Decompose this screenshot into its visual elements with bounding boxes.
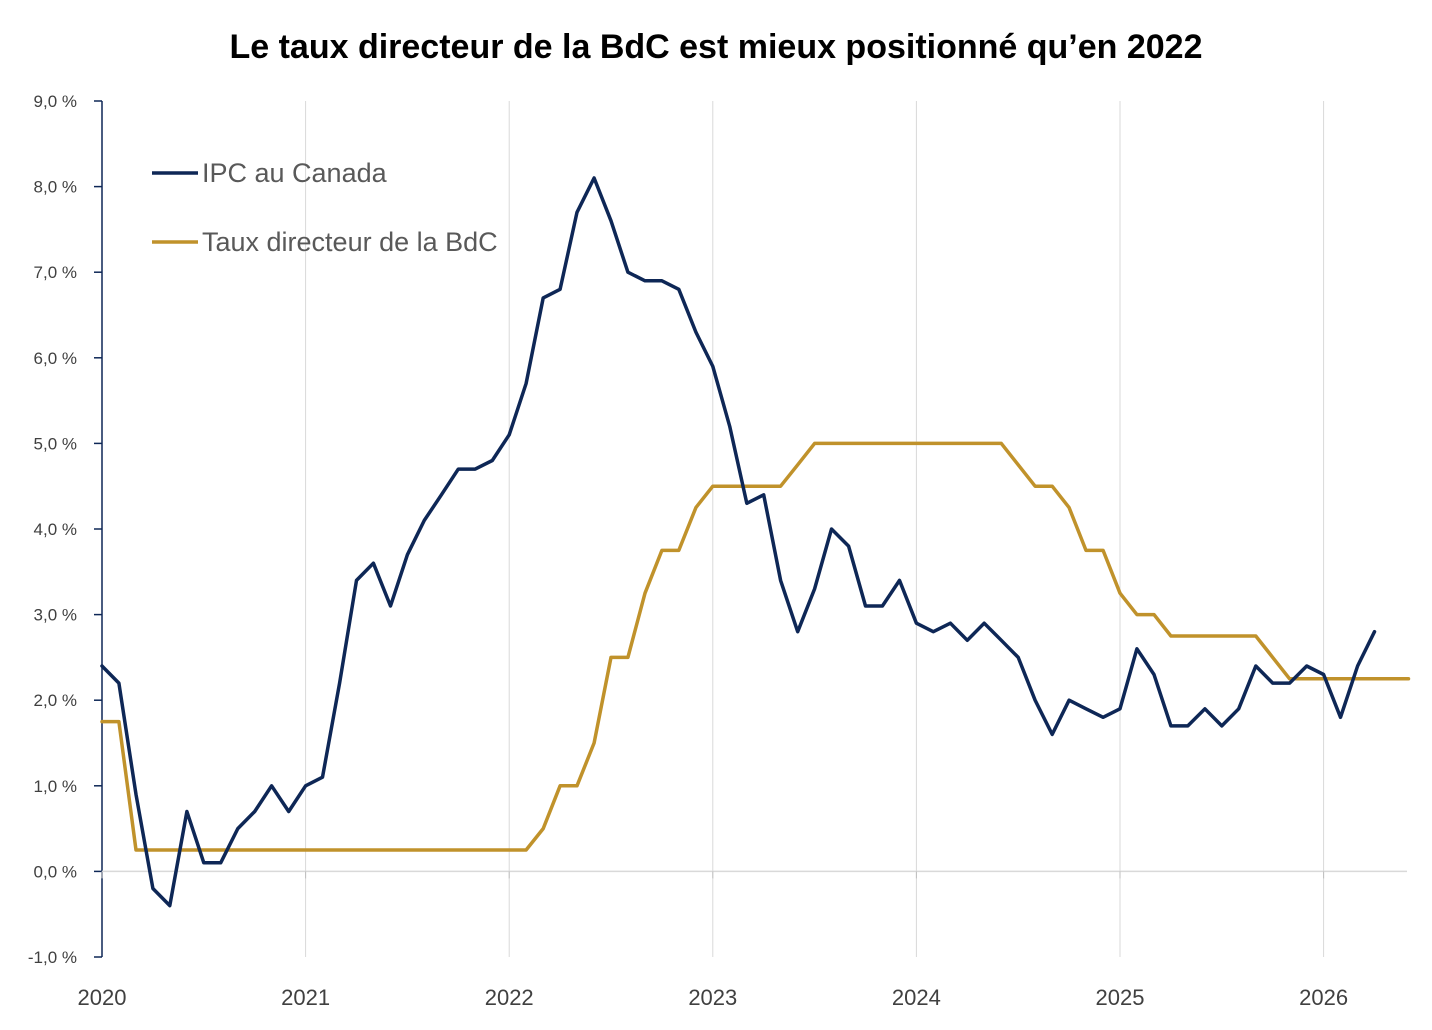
x-tick-label: 2024	[892, 985, 941, 1010]
legend-label: Taux directeur de la BdC	[202, 227, 498, 257]
y-tick-label: 8,0 %	[34, 178, 77, 197]
y-tick-label: 6,0 %	[34, 349, 77, 368]
y-tick-label: 4,0 %	[34, 520, 77, 539]
x-tick-label: 2025	[1096, 985, 1145, 1010]
x-tick-label: 2020	[78, 985, 127, 1010]
series-line-ipc	[100, 176, 1377, 908]
series-lines	[100, 176, 1411, 908]
x-tick-label: 2026	[1299, 985, 1348, 1010]
chart-title: Le taux directeur de la BdC est mieux po…	[229, 28, 1202, 66]
x-tick-label: 2022	[485, 985, 534, 1010]
x-axis-ticks: 2020 2021 2022 2023 2024 2025 2026	[78, 871, 1348, 1010]
y-tick-label: 1,0 %	[34, 777, 77, 796]
y-tick-label: 0,0 %	[34, 862, 77, 881]
y-tick-label: -1,0 %	[28, 948, 77, 967]
y-axis-ticks: -1,0 % 0,0 % 1,0 % 2,0 % 3,0 % 4,0 % 5,0 % 6,0 …	[28, 92, 102, 967]
legend: IPC au Canada Taux directeur de la BdC	[152, 158, 498, 257]
gridlines	[305, 101, 1325, 957]
x-tick-label: 2021	[281, 985, 330, 1010]
legend-label: IPC au Canada	[202, 158, 388, 188]
x-tick-label: 2023	[688, 985, 737, 1010]
y-tick-label: 7,0 %	[34, 263, 77, 282]
series-line-taux-directeur	[100, 441, 1411, 852]
y-tick-label: 5,0 %	[34, 434, 77, 453]
y-tick-label: 2,0 %	[34, 691, 77, 710]
y-tick-label: 3,0 %	[34, 606, 77, 625]
y-tick-label: 9,0 %	[34, 92, 77, 111]
